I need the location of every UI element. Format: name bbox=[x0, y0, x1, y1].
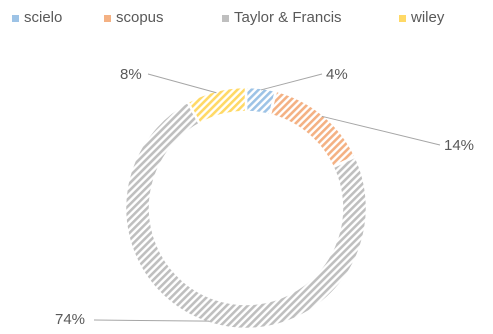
legend-swatch bbox=[12, 15, 19, 22]
data-label-taylor-francis: 74% bbox=[55, 311, 85, 328]
legend-label: Taylor & Francis bbox=[234, 9, 342, 26]
legend-label: scielo bbox=[24, 9, 62, 26]
data-label-scopus: 14% bbox=[444, 137, 474, 154]
legend-swatch bbox=[399, 15, 406, 22]
legend-swatch bbox=[104, 15, 111, 22]
legend-item-wiley: wiley bbox=[399, 9, 445, 26]
leader-line-wiley bbox=[148, 74, 216, 93]
legend-item-taylor-francis: Taylor & Francis bbox=[222, 9, 342, 26]
legend-label: wiley bbox=[410, 9, 445, 26]
data-label-wiley: 8% bbox=[120, 66, 142, 83]
leader-line-taylor-francis bbox=[94, 320, 209, 321]
legend-swatch bbox=[222, 15, 229, 22]
slice-wiley bbox=[188, 87, 246, 124]
leader-line-scielo bbox=[261, 74, 322, 90]
legend-item-scopus: scopus bbox=[104, 9, 164, 26]
legend-label: scopus bbox=[116, 9, 164, 26]
data-label-scielo: 4% bbox=[326, 66, 348, 83]
legend-item-scielo: scielo bbox=[12, 9, 62, 26]
slice-scopus bbox=[270, 91, 356, 167]
